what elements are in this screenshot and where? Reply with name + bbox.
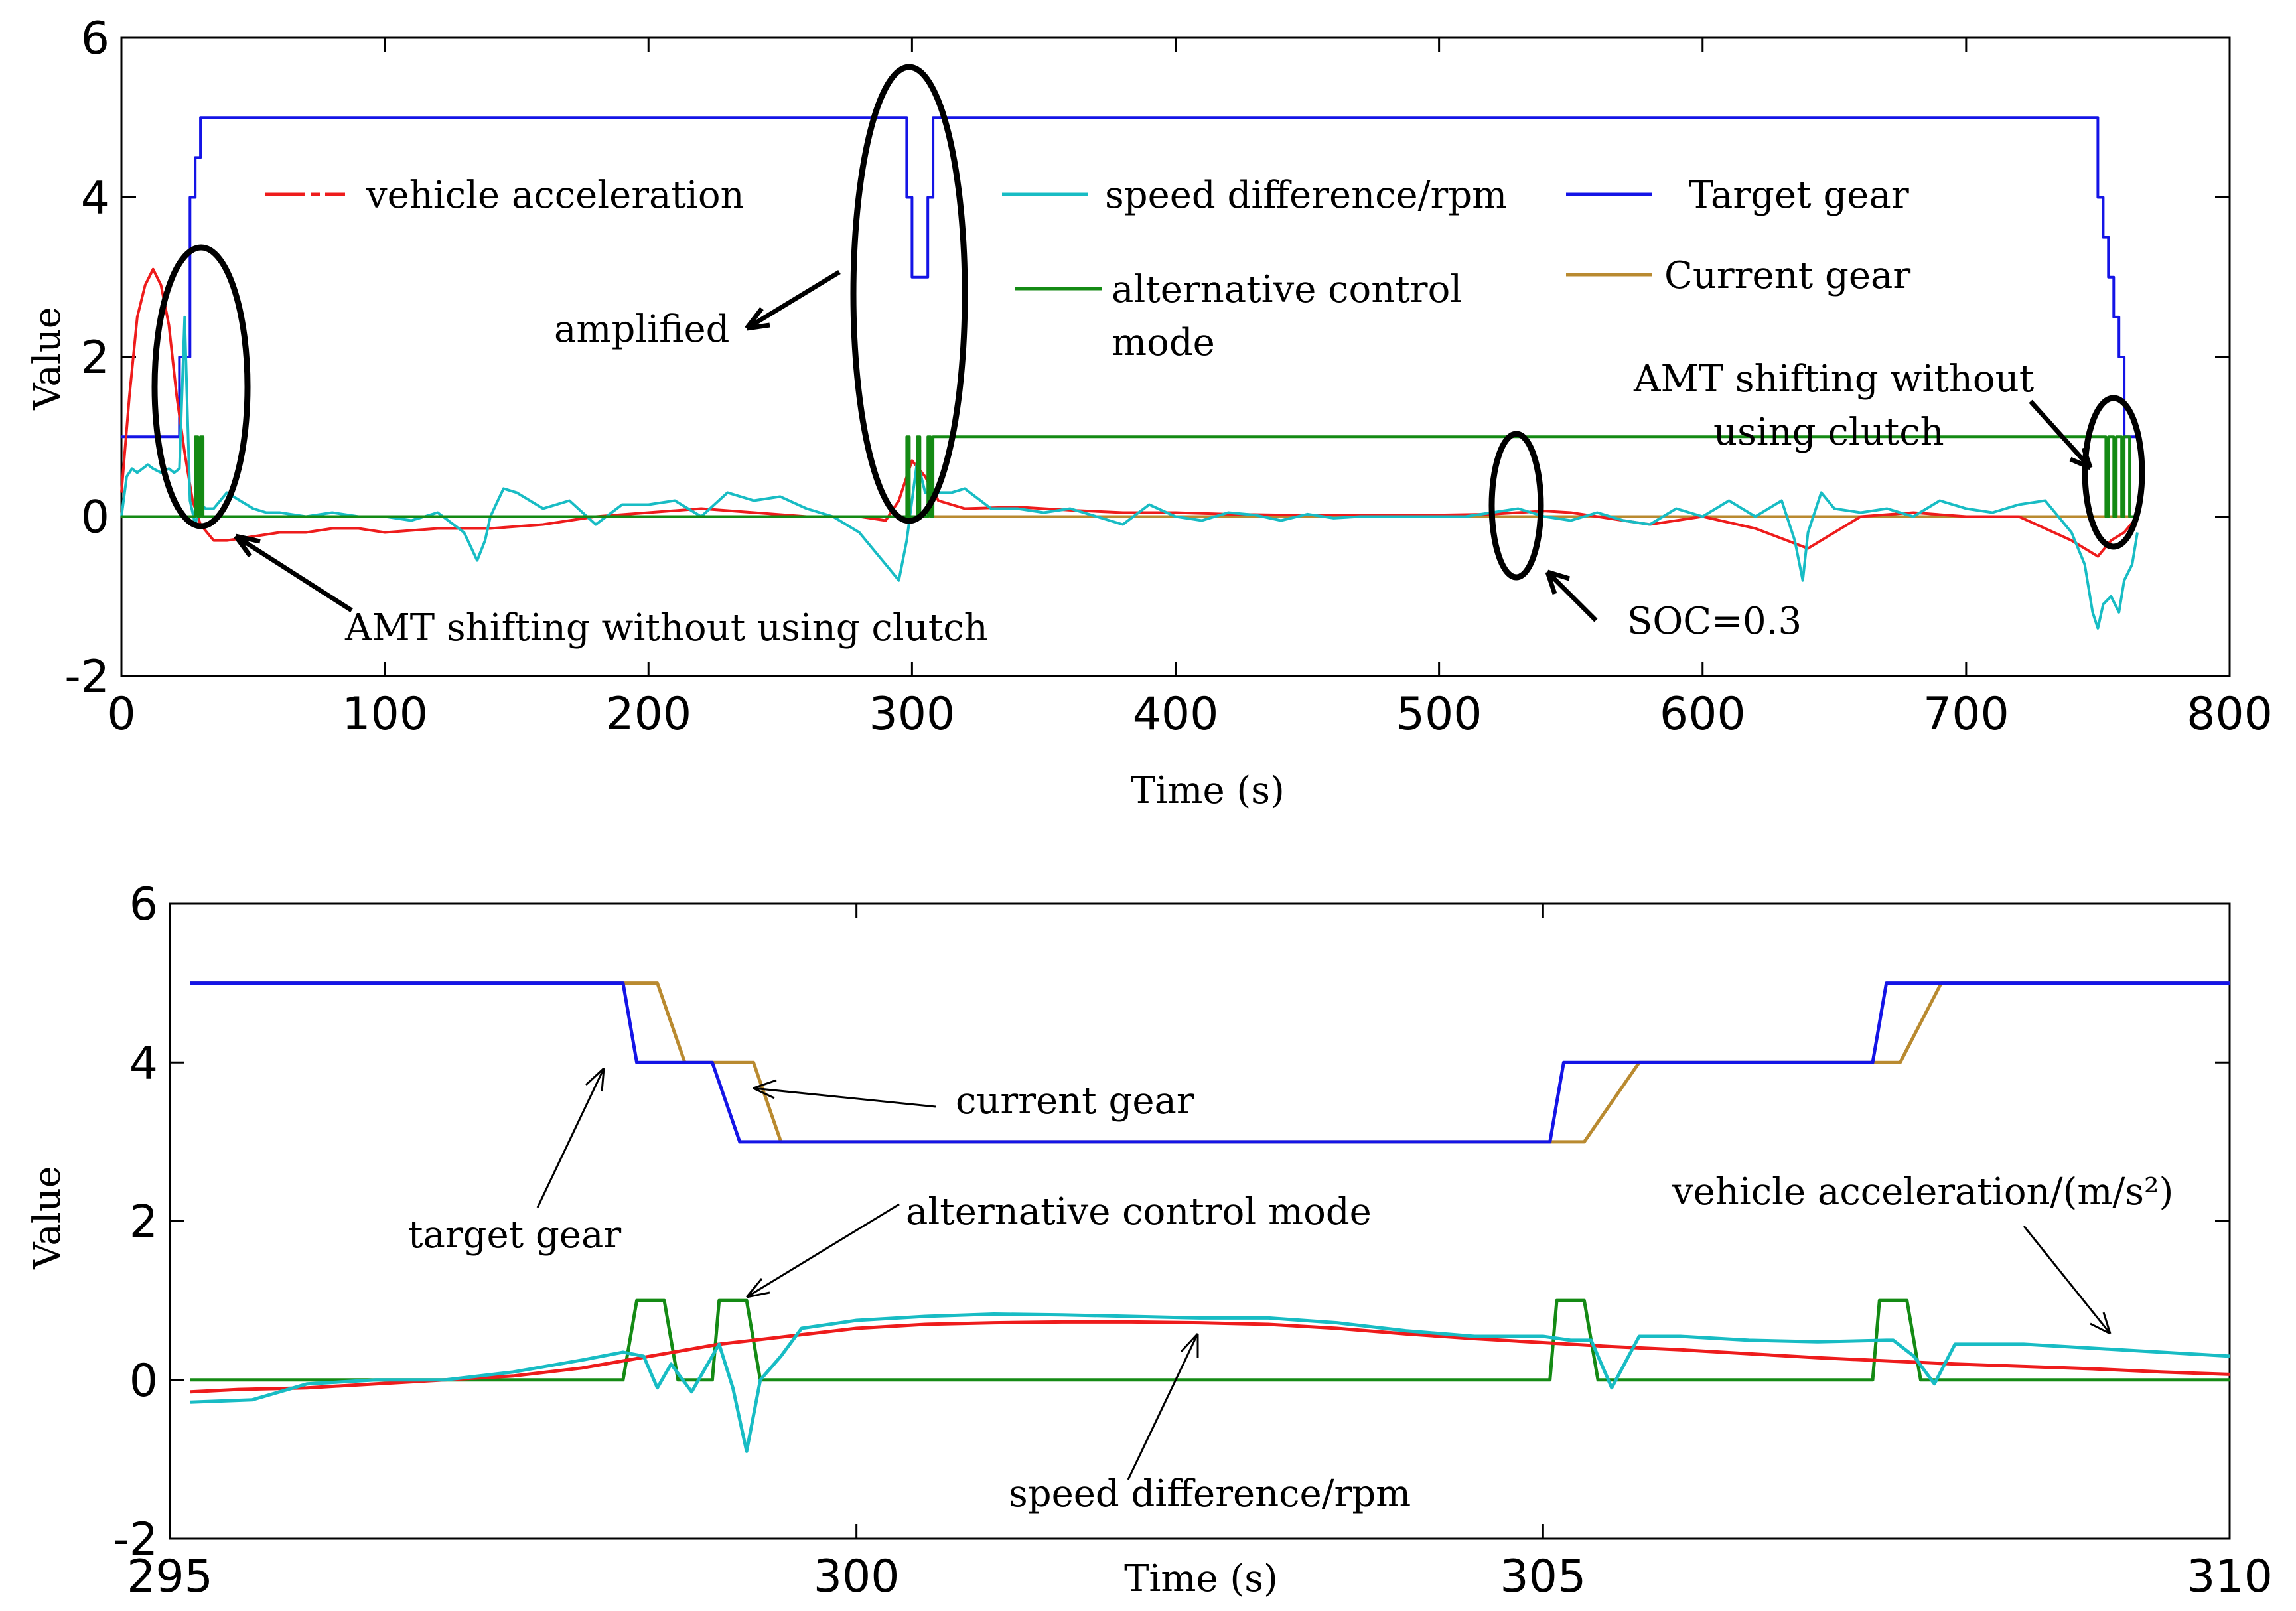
bottom-x-tick-label: 310 (2187, 1551, 2273, 1603)
bottom-y-tick-label: 0 (129, 1355, 158, 1407)
arrow-amplified (745, 270, 841, 331)
legend-label-current-gear: Current gear (1664, 254, 1910, 297)
legend-label-vehicle-acceleration: vehicle acceleration (366, 174, 745, 217)
bottom-ticks: 295 300 305 310 -2 0 2 4 6 (113, 878, 2273, 1603)
annotation-soc: SOC=0.3 (1627, 600, 1802, 643)
top-series-target-gear (121, 116, 2137, 439)
ellipse-soc (1488, 431, 1544, 581)
top-x-tick-label: 200 (605, 688, 691, 740)
top-x-axis-label: Time (s) (1131, 769, 1285, 812)
arrow-target-gear (536, 1067, 605, 1208)
top-y-tick-label: 0 (81, 492, 109, 544)
top-y-tick-label: 6 (81, 13, 109, 65)
bottom-y-tick-label: 6 (129, 878, 158, 931)
legend-label-alternative-control-2: mode (1112, 321, 1215, 364)
bottom-chart: 295 300 305 310 -2 0 2 4 6 Time (s) Value curren… (26, 878, 2273, 1603)
top-x-tick-label: 100 (342, 688, 428, 740)
annotation-current-gear: current gear (956, 1080, 1194, 1123)
top-y-axis-label: Value (26, 307, 69, 411)
top-series (120, 116, 2139, 630)
bottom-series-target-gear (190, 981, 2230, 1144)
top-series-speed-difference (120, 315, 2139, 630)
bottom-y-tick-label: 4 (129, 1037, 158, 1089)
bottom-x-tick-label: 300 (814, 1551, 900, 1603)
ellipse-right (2082, 395, 2145, 550)
bottom-y-axis-label: Value (26, 1166, 69, 1270)
top-y-tick-label: -2 (64, 651, 109, 703)
bottom-series-alternative-control (190, 1298, 2230, 1382)
top-x-tick-label: 400 (1133, 688, 1219, 740)
top-series-alternative-control (121, 435, 2137, 518)
annotation-vehicle-acceleration: vehicle acceleration/(m/s²) (1672, 1170, 2173, 1214)
bottom-y-tick-label: -2 (113, 1513, 158, 1566)
arrow-soc (1545, 569, 1598, 622)
arrow-amt-right (2029, 399, 2093, 470)
bottom-y-tick-label: 2 (129, 1196, 158, 1249)
bottom-series (190, 981, 2230, 1453)
annotation-speed-difference: speed difference/rpm (1009, 1472, 1411, 1515)
arrow-alternative-control (745, 1203, 900, 1298)
arrow-vehicle-acceleration (2023, 1226, 2112, 1335)
top-y-tick-label: 4 (81, 173, 109, 225)
arrow-speed-difference (1127, 1332, 1199, 1480)
arrow-amt-left (234, 533, 353, 612)
annotation-amt-right-1: AMT shifting without (1633, 358, 2035, 401)
top-x-tick-label: 800 (2187, 688, 2273, 740)
ellipse-left (151, 244, 251, 529)
top-x-tick-label: 0 (107, 688, 135, 740)
bottom-series-speed-difference (190, 1312, 2230, 1453)
legend-label-alternative-control: alternative control (1112, 268, 1462, 311)
top-x-tick-label: 300 (869, 688, 955, 740)
legend-label-target-gear: Target gear (1689, 174, 1909, 217)
annotation-amplified: amplified (554, 308, 730, 351)
annotation-amt-right-2: using clutch (1713, 411, 1944, 454)
annotation-target-gear: target gear (408, 1214, 621, 1257)
top-x-tick-label: 700 (1923, 688, 2009, 740)
bottom-x-tick-label: 295 (127, 1551, 213, 1603)
bottom-x-tick-label: 305 (1500, 1551, 1586, 1603)
top-y-tick-label: 2 (81, 332, 109, 384)
ellipse-amplified (850, 64, 968, 524)
top-x-tick-label: 600 (1660, 688, 1746, 740)
annotation-alternative-control: alternative control mode (906, 1190, 1372, 1233)
annotation-amt-left: AMT shifting without using clutch (344, 606, 988, 650)
bottom-x-axis-label: Time (s) (1124, 1557, 1278, 1600)
bottom-series-current-gear (190, 981, 2230, 1144)
top-x-tick-label: 500 (1396, 688, 1482, 740)
legend-label-speed-difference: speed difference/rpm (1105, 174, 1507, 217)
bottom-series-vehicle-acceleration (190, 1320, 2230, 1394)
arrow-current-gear (753, 1079, 936, 1108)
